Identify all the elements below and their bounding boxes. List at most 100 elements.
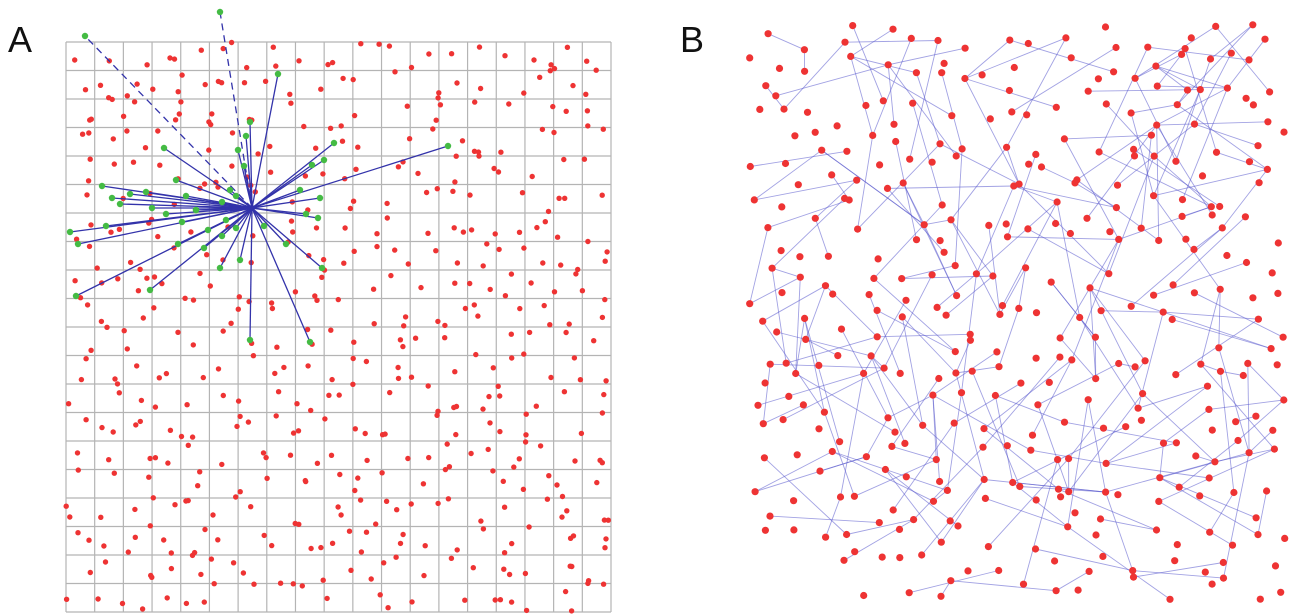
network-edge	[1158, 501, 1233, 546]
node-dot	[452, 280, 458, 286]
network-edge	[950, 147, 1007, 221]
network-edge	[888, 47, 966, 66]
network-node	[1254, 531, 1262, 539]
node-dot	[426, 454, 432, 461]
node-dot	[425, 230, 431, 236]
network-edge	[1257, 490, 1268, 535]
node-dot	[209, 111, 215, 117]
network-node	[1052, 587, 1060, 595]
network-edge	[1157, 85, 1228, 89]
node-dot	[381, 560, 387, 566]
network-edge	[1156, 54, 1182, 87]
network-edge	[988, 458, 1069, 547]
network-node	[1249, 101, 1257, 109]
node-dot	[408, 374, 415, 380]
node-dot	[275, 389, 282, 395]
node-dot	[484, 241, 490, 247]
network-node	[865, 291, 873, 299]
node-dot	[468, 227, 475, 233]
network-edge	[1218, 289, 1221, 348]
neighbor-dot	[218, 198, 226, 206]
node-dot	[135, 288, 142, 294]
network-node	[750, 196, 758, 204]
network-edge	[1068, 360, 1146, 459]
node-dot	[157, 162, 163, 168]
node-dot	[179, 72, 185, 78]
network-node	[1027, 446, 1035, 454]
node-dot	[476, 44, 483, 50]
network-edge	[850, 28, 894, 57]
node-dot	[584, 58, 590, 64]
network-edge	[1007, 154, 1037, 237]
network-node	[815, 425, 823, 433]
network-node	[1171, 557, 1179, 565]
network-node	[1086, 284, 1094, 292]
hub-edge	[111, 197, 253, 209]
node-dot	[120, 113, 127, 120]
network-node	[1019, 580, 1028, 588]
network-node	[1092, 531, 1100, 539]
node-dot	[384, 200, 390, 207]
panel-b-network	[746, 21, 1289, 603]
network-node	[991, 391, 1000, 400]
node-dot	[546, 473, 552, 479]
network-edge	[1177, 104, 1268, 170]
node-dot	[95, 596, 101, 602]
node-dot	[269, 305, 276, 312]
network-node	[869, 131, 877, 139]
network-edge	[868, 294, 901, 374]
network-node	[1254, 315, 1262, 323]
network-edge	[1087, 399, 1107, 493]
network-edge	[1013, 185, 1058, 203]
network-node	[800, 46, 809, 54]
node-dot	[328, 452, 335, 458]
network-node	[1274, 289, 1282, 297]
network-node	[892, 137, 900, 146]
network-node	[1028, 431, 1037, 439]
node-dot	[318, 86, 324, 92]
node-dot	[454, 80, 460, 86]
node-dot	[453, 403, 460, 410]
neighbor-dot	[296, 186, 304, 194]
node-dot	[516, 456, 522, 462]
network-edge	[1064, 421, 1177, 444]
node-dot	[102, 559, 109, 565]
node-dot	[542, 219, 548, 225]
node-dot	[350, 381, 356, 387]
node-dot	[368, 576, 374, 582]
node-dot	[175, 89, 181, 95]
network-edge	[998, 308, 1020, 367]
neighbor-dot	[182, 192, 190, 200]
node-dot	[342, 225, 348, 231]
node-dot	[462, 597, 468, 603]
network-node	[836, 438, 844, 446]
node-dot	[501, 504, 508, 510]
network-edge	[950, 580, 1057, 592]
network-edge	[1158, 448, 1275, 502]
network-node	[1071, 509, 1079, 517]
network-edge	[1155, 65, 1201, 90]
network-node	[950, 419, 958, 427]
node-dot	[352, 426, 358, 432]
network-edge	[795, 277, 801, 374]
network-node	[890, 120, 898, 128]
network-node	[829, 290, 837, 298]
network-edge	[1105, 491, 1134, 571]
network-node	[818, 146, 826, 154]
network-node	[1249, 294, 1257, 302]
network-edge	[1155, 65, 1188, 91]
network-node	[1218, 224, 1226, 232]
network-edge	[846, 519, 914, 535]
node-dot	[290, 430, 297, 436]
node-dot	[521, 245, 527, 251]
network-node	[1064, 523, 1072, 531]
network-node	[1181, 45, 1189, 53]
network-node	[867, 352, 875, 360]
node-dot	[393, 554, 399, 560]
network-edge	[885, 469, 942, 543]
node-dot	[94, 265, 100, 271]
hub-edge	[251, 73, 279, 209]
node-dot	[509, 540, 515, 547]
node-dot	[339, 138, 346, 144]
node-dot	[189, 434, 196, 440]
